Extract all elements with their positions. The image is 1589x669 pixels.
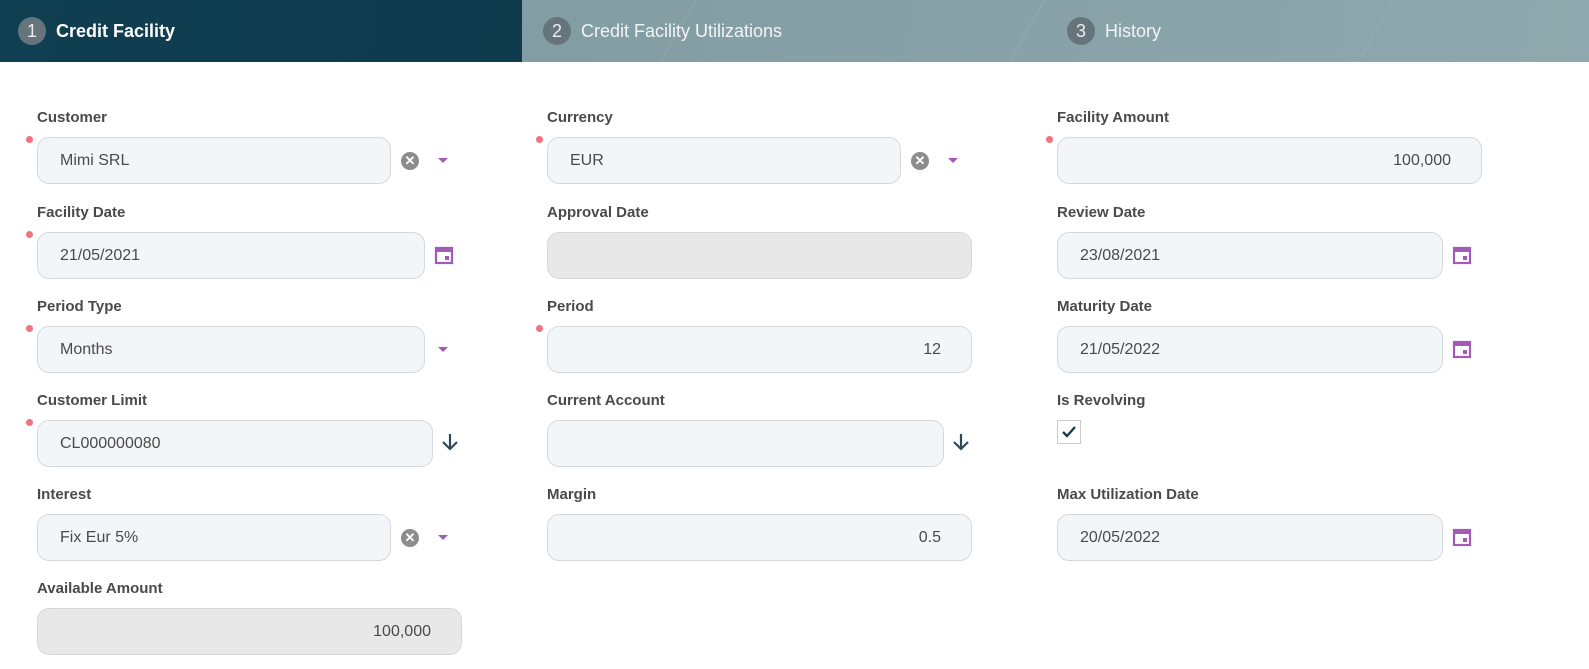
facility-date-label: Facility Date	[37, 204, 126, 221]
step-number: 2	[543, 17, 571, 45]
clear-icon[interactable]: ✕	[911, 152, 929, 170]
currency-input[interactable]: EUR	[547, 137, 901, 184]
max-utilization-date-label: Max Utilization Date	[1057, 486, 1199, 503]
clear-icon[interactable]: ✕	[401, 529, 419, 547]
period-type-input[interactable]: Months	[37, 326, 425, 373]
customer-label: Customer	[37, 109, 108, 126]
arrow-down-icon[interactable]	[439, 431, 461, 453]
customer-limit-label: Customer Limit	[37, 392, 148, 409]
facility-amount-label: Facility Amount	[1057, 109, 1169, 126]
tab-credit-facility[interactable]: 1 Credit Facility	[0, 0, 522, 62]
maturity-date-label: Maturity Date	[1057, 298, 1153, 315]
is-revolving-label: Is Revolving	[1057, 392, 1146, 409]
step-number: 1	[18, 17, 46, 45]
check-icon	[1062, 426, 1076, 438]
margin-input[interactable]: 0.5	[547, 514, 972, 561]
required-indicator	[26, 231, 33, 238]
calendar-icon[interactable]	[1451, 526, 1473, 548]
available-amount-input: 100,000	[37, 608, 462, 655]
chevron-down-icon[interactable]	[435, 531, 451, 543]
available-amount-label: Available Amount	[37, 580, 163, 597]
approval-date-input	[547, 232, 972, 279]
required-indicator	[26, 136, 33, 143]
calendar-icon[interactable]	[433, 244, 455, 266]
interest-label: Interest	[37, 486, 92, 503]
step-tabs: 1 Credit Facility 2 Credit Facility Utiliz…	[0, 0, 1589, 62]
arrow-down-icon[interactable]	[950, 431, 972, 453]
current-account-input[interactable]	[547, 420, 944, 467]
max-utilization-date-input[interactable]: 20/05/2022	[1057, 514, 1443, 561]
required-indicator	[536, 325, 543, 332]
approval-date-label: Approval Date	[547, 204, 649, 221]
period-input[interactable]: 12	[547, 326, 972, 373]
chevron-down-icon[interactable]	[435, 154, 451, 166]
facility-date-input[interactable]: 21/05/2021	[37, 232, 425, 279]
required-indicator	[536, 136, 543, 143]
tab-label: Credit Facility	[56, 20, 176, 41]
maturity-date-input[interactable]: 21/05/2022	[1057, 326, 1443, 373]
calendar-icon[interactable]	[1451, 338, 1473, 360]
tab-credit-facility-utilizations[interactable]: 2 Credit Facility Utilizations	[543, 0, 782, 62]
tab-history[interactable]: 3 History	[1067, 0, 1161, 62]
chevron-down-icon[interactable]	[945, 154, 961, 166]
clear-icon[interactable]: ✕	[401, 152, 419, 170]
step-number: 3	[1067, 17, 1095, 45]
review-date-label: Review Date	[1057, 204, 1146, 221]
currency-label: Currency	[547, 109, 613, 126]
interest-input[interactable]: Fix Eur 5%	[37, 514, 391, 561]
customer-input[interactable]: Mimi SRL	[37, 137, 391, 184]
chevron-down-icon[interactable]	[435, 343, 451, 355]
is-revolving-checkbox[interactable]	[1057, 420, 1081, 444]
tab-label: Credit Facility Utilizations	[581, 20, 783, 41]
calendar-icon[interactable]	[1451, 244, 1473, 266]
facility-amount-input[interactable]: 100,000	[1057, 137, 1482, 184]
required-indicator	[26, 419, 33, 426]
required-indicator	[1046, 136, 1053, 143]
period-label: Period	[547, 298, 594, 315]
review-date-input[interactable]: 23/08/2021	[1057, 232, 1443, 279]
customer-limit-input[interactable]: CL000000080	[37, 420, 433, 467]
margin-label: Margin	[547, 486, 597, 503]
period-type-label: Period Type	[37, 298, 122, 315]
tab-label: History	[1105, 20, 1162, 41]
required-indicator	[26, 325, 33, 332]
current-account-label: Current Account	[547, 392, 665, 409]
